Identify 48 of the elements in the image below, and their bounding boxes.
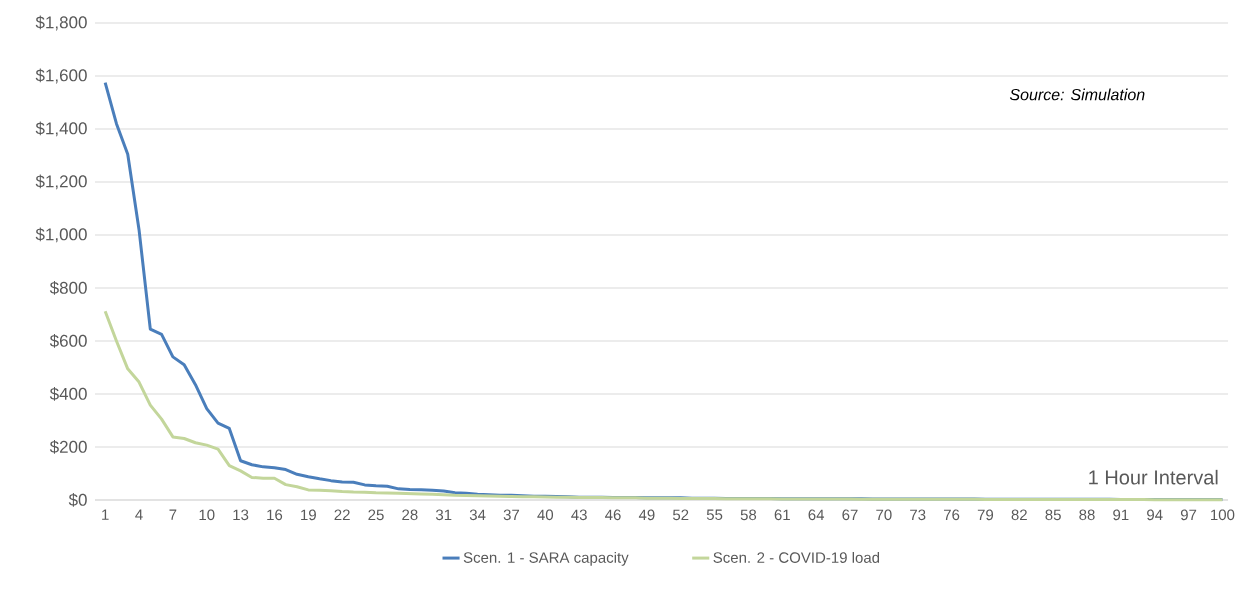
- x-tick-label: 1: [102, 509, 109, 520]
- y-tick-label: $400: [49, 387, 87, 401]
- x-tick-label: 64: [808, 509, 825, 521]
- x-tick-label: 76: [943, 509, 960, 521]
- x-tick-label: 55: [706, 509, 723, 520]
- legend-label: Scen. 2 - COVID-19 load: [713, 551, 880, 563]
- y-tick-label: $0: [68, 493, 87, 507]
- x-tick-label: 40: [537, 509, 554, 521]
- y-tick-label: $1,200: [35, 174, 87, 190]
- x-tick-label: 31: [435, 509, 452, 521]
- annotation: Source: Simulation: [1009, 88, 1145, 101]
- x-tick-label: 73: [910, 509, 926, 521]
- x-tick-label: 49: [638, 509, 655, 521]
- y-tick-label: $800: [49, 281, 87, 295]
- x-tick-label: 4: [135, 509, 143, 520]
- x-axis-title: 1 Hour Interval: [1089, 469, 1218, 485]
- x-tick-label: 10: [199, 509, 215, 521]
- x-tick-label: 19: [301, 509, 316, 521]
- x-tick-label: 7: [169, 509, 177, 520]
- x-tick-label: 85: [1045, 509, 1061, 521]
- y-tick-label: $1,000: [35, 227, 87, 243]
- x-tick-label: 88: [1079, 509, 1095, 521]
- x-tick-label: 58: [740, 509, 757, 521]
- x-tick-label: 70: [876, 509, 892, 521]
- x-tick-label: 94: [1147, 509, 1163, 521]
- y-tick-label: $600: [49, 334, 87, 348]
- x-tick-label: 13: [233, 509, 249, 521]
- x-tick-label: 43: [571, 509, 587, 521]
- y-tick-label: $1,800: [35, 15, 87, 31]
- x-tick-label: 79: [977, 509, 994, 521]
- x-tick-label: 16: [267, 509, 283, 521]
- x-tick-label: 97: [1180, 509, 1197, 521]
- x-tick-label: 34: [469, 509, 486, 521]
- x-tick-label: 28: [402, 509, 418, 521]
- legend-label: Scen. 1 - SARA capacity: [463, 551, 629, 566]
- x-tick-label: 52: [672, 509, 689, 521]
- x-tick-label: 22: [334, 509, 350, 520]
- x-tick-label: 100: [1211, 509, 1235, 521]
- y-tick-label: $200: [49, 440, 87, 454]
- x-tick-label: 91: [1113, 509, 1129, 521]
- y-tick-label: $1,400: [35, 121, 87, 137]
- x-tick-label: 61: [774, 509, 790, 521]
- x-tick-label: 37: [503, 509, 520, 521]
- x-tick-label: 46: [605, 509, 621, 521]
- x-tick-label: 67: [842, 509, 858, 521]
- y-tick-label: $1,600: [35, 68, 87, 84]
- x-tick-label: 82: [1011, 509, 1027, 521]
- x-tick-label: 25: [368, 509, 384, 521]
